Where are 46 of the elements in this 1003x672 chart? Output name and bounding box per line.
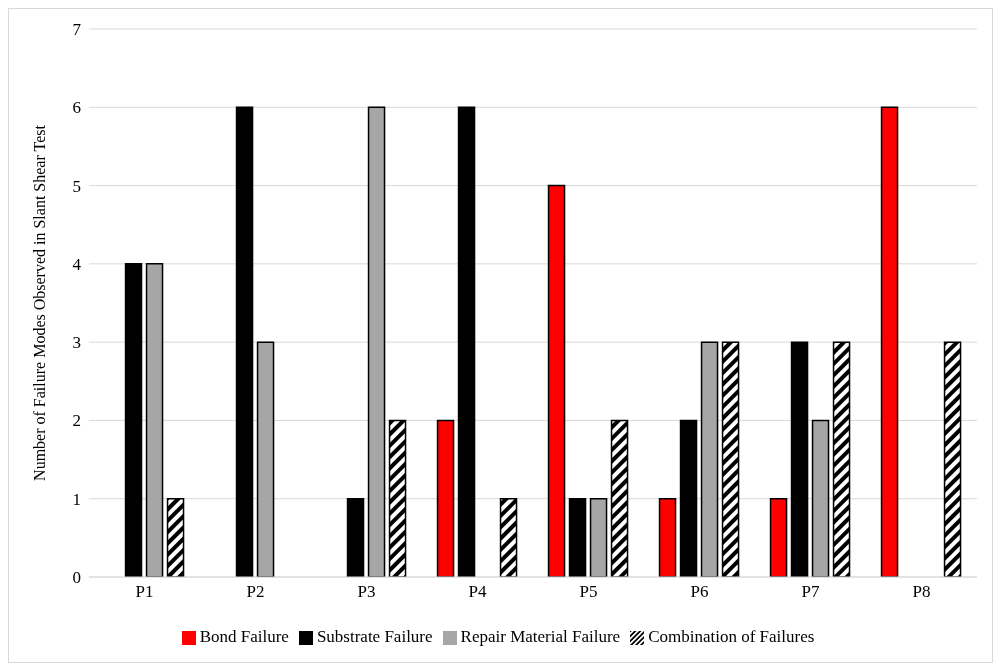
y-tick-label: 6 <box>72 98 81 118</box>
x-tick-label: P1 <box>135 582 154 602</box>
bar <box>436 419 455 577</box>
bar <box>568 497 587 577</box>
x-tick-label: P3 <box>357 582 376 602</box>
x-tick-label: P7 <box>801 582 820 602</box>
x-tick-label: P2 <box>246 582 265 602</box>
legend-label: Bond Failure <box>199 627 289 646</box>
bar <box>880 106 899 577</box>
bar <box>943 341 962 577</box>
y-tick-label: 2 <box>72 411 81 431</box>
bar <box>457 106 476 577</box>
bar <box>700 341 719 577</box>
bar <box>346 497 365 577</box>
y-tick-label: 0 <box>72 568 81 588</box>
bar <box>721 341 740 577</box>
bar <box>367 106 386 577</box>
legend-label: Repair Material Failure <box>460 627 621 646</box>
bar <box>235 106 254 577</box>
bar <box>610 419 629 577</box>
bar <box>769 497 788 577</box>
bar <box>499 497 518 577</box>
bar <box>658 497 677 577</box>
bar <box>166 497 185 577</box>
y-tick-label: 1 <box>72 489 81 509</box>
x-tick-label: P4 <box>468 582 487 602</box>
bar <box>547 184 566 577</box>
legend-label: Substrate Failure <box>316 627 433 646</box>
y-axis-title: Number of Failure Modes Observed in Slant Shear Test <box>30 124 48 481</box>
y-tick-label: 5 <box>72 176 81 196</box>
x-tick-label: P6 <box>690 582 709 602</box>
legend-label: Combination of Failures <box>648 627 815 646</box>
bar <box>811 419 830 577</box>
y-tick-label: 7 <box>72 20 82 40</box>
y-tick-label: 3 <box>72 333 81 353</box>
bar <box>256 341 275 577</box>
x-tick-label: P8 <box>912 582 931 602</box>
bar <box>589 497 608 577</box>
bar <box>124 263 143 577</box>
bar <box>790 341 809 577</box>
bar <box>145 263 164 577</box>
bar <box>679 419 698 577</box>
bar <box>832 341 851 577</box>
y-tick-label: 4 <box>72 254 82 274</box>
bar <box>388 419 407 577</box>
x-tick-label: P5 <box>579 582 598 602</box>
